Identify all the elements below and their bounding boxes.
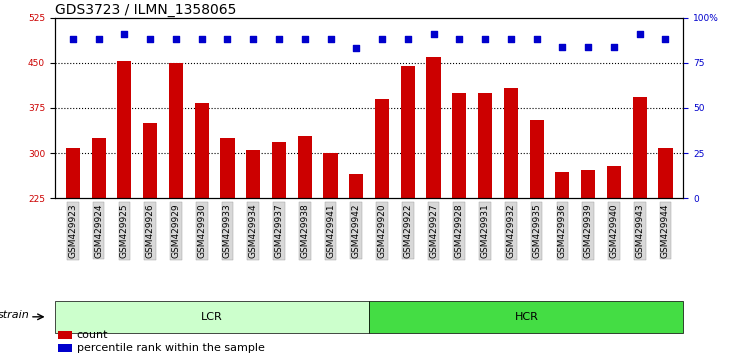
Text: GSM429932: GSM429932 <box>507 204 515 258</box>
Bar <box>426 57 441 198</box>
Text: GDS3723 / ILMN_1358065: GDS3723 / ILMN_1358065 <box>55 3 236 17</box>
Bar <box>220 138 235 198</box>
Bar <box>58 331 72 339</box>
Point <box>608 44 620 50</box>
Text: count: count <box>77 330 108 340</box>
Text: GSM429940: GSM429940 <box>610 204 618 258</box>
Bar <box>452 93 466 198</box>
Text: GSM429941: GSM429941 <box>326 204 335 258</box>
Bar <box>504 88 518 198</box>
Point <box>350 46 362 51</box>
Point <box>247 36 259 42</box>
Text: GSM429926: GSM429926 <box>145 204 155 258</box>
Point <box>93 36 105 42</box>
Text: GSM429938: GSM429938 <box>300 204 309 258</box>
Point <box>556 44 568 50</box>
Bar <box>117 61 132 198</box>
Point <box>144 36 156 42</box>
Bar <box>91 138 106 198</box>
Text: GSM429928: GSM429928 <box>455 204 464 258</box>
Text: GSM429924: GSM429924 <box>94 204 103 258</box>
Text: GSM429929: GSM429929 <box>171 204 181 258</box>
Bar <box>194 103 209 198</box>
Text: GSM429937: GSM429937 <box>274 204 284 258</box>
Bar <box>529 120 544 198</box>
Bar <box>632 97 647 198</box>
FancyBboxPatch shape <box>369 301 683 333</box>
Point <box>273 36 285 42</box>
Text: percentile rank within the sample: percentile rank within the sample <box>77 343 265 353</box>
Bar <box>58 344 72 352</box>
Point <box>402 36 414 42</box>
Bar <box>298 136 312 198</box>
Text: GSM429942: GSM429942 <box>352 204 361 258</box>
Bar <box>581 170 595 198</box>
Text: GSM429925: GSM429925 <box>120 204 129 258</box>
Bar <box>607 166 621 198</box>
Point <box>453 36 465 42</box>
Text: GSM429933: GSM429933 <box>223 204 232 258</box>
Bar <box>349 174 363 198</box>
Text: GSM429939: GSM429939 <box>583 204 593 258</box>
Text: GSM429931: GSM429931 <box>480 204 490 258</box>
Point <box>505 36 517 42</box>
Point <box>67 36 79 42</box>
Point <box>480 36 491 42</box>
Bar <box>66 148 80 198</box>
Text: GSM429935: GSM429935 <box>532 204 541 258</box>
Text: strain: strain <box>0 310 29 320</box>
Point <box>118 31 130 37</box>
Bar <box>169 63 183 198</box>
Text: HCR: HCR <box>515 312 538 322</box>
Point <box>170 36 182 42</box>
Text: GSM429943: GSM429943 <box>635 204 644 258</box>
Text: GSM429927: GSM429927 <box>429 204 438 258</box>
Point <box>376 36 388 42</box>
FancyBboxPatch shape <box>55 301 369 333</box>
Bar <box>246 150 260 198</box>
Point <box>583 44 594 50</box>
Bar <box>323 153 338 198</box>
Text: GSM429920: GSM429920 <box>377 204 387 258</box>
Point <box>659 36 671 42</box>
Point <box>531 36 542 42</box>
Bar <box>659 148 673 198</box>
Point <box>428 31 439 37</box>
Text: LCR: LCR <box>201 312 223 322</box>
Bar <box>478 93 492 198</box>
Text: GSM429944: GSM429944 <box>661 204 670 258</box>
Bar <box>375 99 389 198</box>
Bar <box>143 123 157 198</box>
Bar <box>272 142 286 198</box>
Point <box>299 36 311 42</box>
Bar <box>401 66 415 198</box>
Point <box>221 36 233 42</box>
Text: GSM429922: GSM429922 <box>404 204 412 258</box>
Text: GSM429934: GSM429934 <box>249 204 258 258</box>
Point <box>325 36 336 42</box>
Text: GSM429936: GSM429936 <box>558 204 567 258</box>
Text: GSM429923: GSM429923 <box>69 204 77 258</box>
Text: GSM429930: GSM429930 <box>197 204 206 258</box>
Bar <box>556 172 569 198</box>
Point <box>634 31 645 37</box>
Point <box>196 36 208 42</box>
